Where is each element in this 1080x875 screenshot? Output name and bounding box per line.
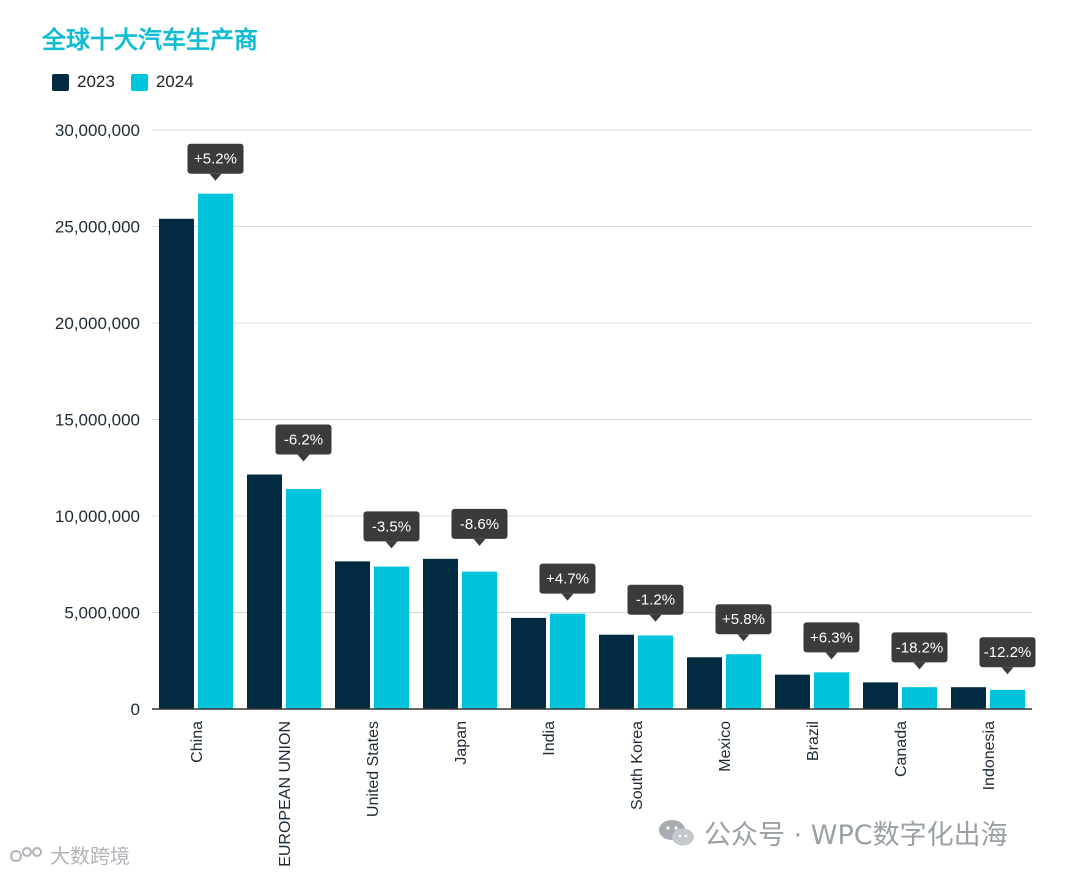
bar-2024	[550, 613, 585, 709]
change-label: +5.8%	[722, 611, 765, 628]
change-label: -1.2%	[636, 592, 675, 609]
x-category-label: EUROPEAN UNION	[277, 721, 294, 867]
bar-2023	[951, 687, 986, 709]
y-tick-label: 30,000,000	[55, 121, 140, 140]
change-label: +4.7%	[546, 571, 589, 588]
change-label: -8.6%	[460, 516, 499, 533]
change-label-pointer	[825, 652, 838, 660]
bar-2024	[286, 488, 321, 709]
bar-2024	[374, 566, 409, 709]
bar-2024	[990, 689, 1025, 709]
y-tick-label: 5,000,000	[64, 604, 140, 623]
change-label: -6.2%	[284, 432, 323, 449]
y-tick-label: 10,000,000	[55, 507, 140, 526]
x-category-label: Canada	[893, 721, 910, 777]
change-label: +5.2%	[194, 151, 237, 168]
bar-2023	[335, 561, 370, 709]
bar-2024	[198, 193, 233, 709]
bar-2023	[159, 218, 194, 709]
x-category-label: Japan	[453, 721, 470, 765]
x-category-label: United States	[365, 721, 382, 817]
change-label-pointer	[473, 538, 486, 546]
bar-2023	[687, 657, 722, 709]
change-label: -3.5%	[372, 518, 411, 535]
bar-2023	[863, 682, 898, 709]
watermark-wechat: 公众号 · WPC数字化出海	[658, 813, 1008, 852]
change-label-box	[979, 637, 1036, 668]
change-label: -12.2%	[984, 644, 1032, 661]
change-label-pointer	[297, 454, 310, 462]
bar-2023	[599, 634, 634, 709]
legend-label-2024: 2024	[155, 72, 194, 91]
brand-logo-icon	[10, 846, 42, 862]
bar-2023	[423, 558, 458, 709]
change-label-pointer	[385, 541, 398, 549]
change-label-box	[627, 584, 684, 615]
watermark-text-2: 大数跨境	[50, 844, 130, 868]
change-label-pointer	[209, 173, 222, 181]
watermark-text-1: 公众号 · WPC数字化出海	[704, 820, 1008, 851]
x-category-label: India	[541, 721, 558, 756]
y-tick-label: 25,000,000	[55, 218, 140, 237]
legend-item-2024: 2024	[130, 72, 194, 92]
watermark-brand: 大数跨境	[10, 840, 130, 869]
change-label-pointer	[737, 634, 750, 642]
y-tick-label: 0	[131, 700, 140, 719]
change-label-pointer	[649, 614, 662, 622]
x-category-label: Brazil	[805, 721, 822, 761]
change-label-box	[803, 622, 860, 653]
bar-2024	[814, 672, 849, 709]
legend-item-2023: 2023	[52, 72, 115, 92]
x-category-label: Mexico	[717, 721, 734, 772]
legend-label-2023: 2023	[77, 72, 115, 91]
y-tick-label: 15,000,000	[55, 411, 140, 430]
bar-2024	[462, 571, 497, 709]
change-label: -18.2%	[896, 639, 944, 656]
x-category-label: China	[189, 721, 206, 763]
wechat-icon	[659, 819, 694, 845]
change-label-pointer	[913, 662, 926, 670]
change-label-pointer	[561, 593, 574, 601]
bar-2024	[726, 654, 761, 709]
change-label-box	[363, 511, 420, 542]
x-category-label: Indonesia	[981, 721, 998, 790]
change-label-box	[187, 143, 244, 174]
y-tick-label: 20,000,000	[55, 314, 140, 333]
change-label: +6.3%	[810, 629, 853, 646]
x-category-label: South Korea	[629, 721, 646, 810]
bar-2023	[511, 617, 546, 709]
change-label-pointer	[1001, 667, 1014, 675]
change-label-box	[891, 632, 948, 663]
legend: 2023 2024	[52, 72, 194, 92]
bar-2023	[775, 674, 810, 709]
change-label-box	[451, 508, 508, 539]
legend-swatch-2023	[52, 73, 69, 91]
bar-2024	[902, 687, 937, 709]
bar-2024	[638, 635, 673, 709]
chart-title: 全球十大汽车生产商	[42, 26, 258, 54]
bar-2023	[247, 474, 282, 709]
change-label-box	[715, 604, 772, 635]
change-label-box	[275, 424, 332, 455]
legend-swatch-2024	[130, 73, 148, 91]
change-label-box	[539, 563, 596, 594]
